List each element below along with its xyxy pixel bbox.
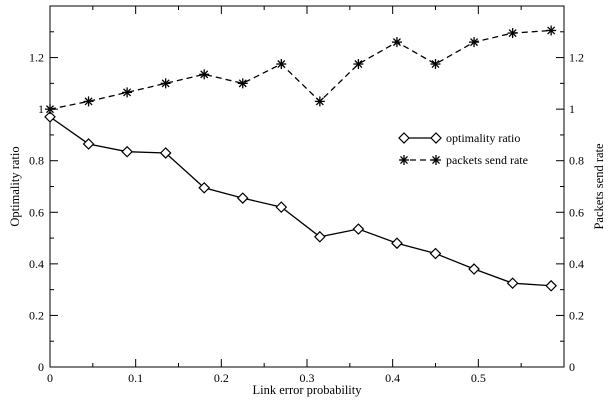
legend-label: optimality ratio [446, 131, 520, 145]
y2-tick-label: 1 [569, 102, 575, 116]
data-point [507, 28, 518, 39]
y2-axis-title: Packets send rate [592, 143, 606, 230]
axes-group: 0 0.1 0.2 0.3 0.4 0.5 0 0.2 0.4 0.6 0.8 1 1.2 0 0.2 0.4… [29, 5, 584, 385]
legend-marker [431, 155, 441, 165]
series-line [49, 116, 552, 287]
y2-tick-label: 0 [569, 360, 575, 374]
legend-marker [399, 155, 409, 165]
y-tick-label: 0.6 [29, 205, 44, 219]
legend-label: packets send rate [446, 153, 528, 167]
legend-marker [430, 132, 442, 144]
y-axis-title: Optimality ratio [8, 146, 22, 226]
legend: optimality ratio packets send rate [396, 125, 556, 175]
y2-tick-label: 0.4 [569, 257, 584, 271]
series-line [49, 29, 552, 110]
x-tick-label: 0.1 [128, 371, 143, 385]
data-point [276, 59, 287, 70]
data-point [83, 96, 94, 107]
data-point [314, 230, 326, 243]
series-group [44, 25, 557, 292]
data-point [82, 138, 95, 150]
y-tick-label: 0 [38, 360, 44, 374]
legend-marker [398, 132, 410, 144]
x-tick-label: 0.5 [471, 371, 486, 385]
data-point [468, 263, 480, 275]
data-point [160, 78, 171, 89]
data-point [44, 111, 56, 123]
data-point [237, 78, 248, 89]
legend-box [396, 125, 556, 175]
data-point [45, 104, 55, 115]
y-tick-label: 0.8 [29, 154, 44, 168]
data-point [506, 277, 519, 290]
y2-tick-label: 1.2 [569, 51, 584, 65]
x-tick-label: 0.2 [214, 371, 229, 385]
y-tick-label: 0.2 [29, 308, 44, 322]
x-tick-label: 0.4 [385, 371, 400, 385]
data-point [430, 59, 441, 70]
data-point [546, 25, 557, 36]
y2-tick-label: 0.8 [569, 154, 584, 168]
y-tick-label: 1.2 [29, 51, 44, 65]
data-point [314, 96, 325, 107]
series-optimality-ratio [44, 111, 557, 292]
data-point [236, 192, 249, 204]
y-tick-label: 0.4 [29, 257, 44, 271]
legend-item: packets send rate [399, 153, 528, 167]
data-point [352, 223, 365, 235]
data-point [121, 145, 133, 158]
data-point [159, 147, 172, 159]
data-point [469, 37, 480, 48]
y-tick-label: 1 [38, 102, 44, 116]
plot-frame [49, 5, 565, 368]
x-axis-title: Link error probability [253, 383, 363, 397]
series-packets-send-rate [45, 25, 557, 115]
x-tick-label: 0 [47, 371, 53, 385]
data-point [353, 59, 364, 70]
y2-tick-label: 0.2 [569, 308, 584, 322]
data-point [391, 37, 402, 48]
y2-tick-label: 0.6 [569, 205, 584, 219]
data-point [199, 69, 210, 80]
data-point [391, 237, 403, 250]
data-point [122, 87, 133, 98]
data-point [545, 279, 557, 292]
data-point [275, 201, 288, 213]
x-tick-label: 0.3 [300, 371, 315, 385]
data-point [429, 247, 442, 260]
data-point [198, 181, 211, 194]
legend-item: optimality ratio [398, 131, 520, 145]
